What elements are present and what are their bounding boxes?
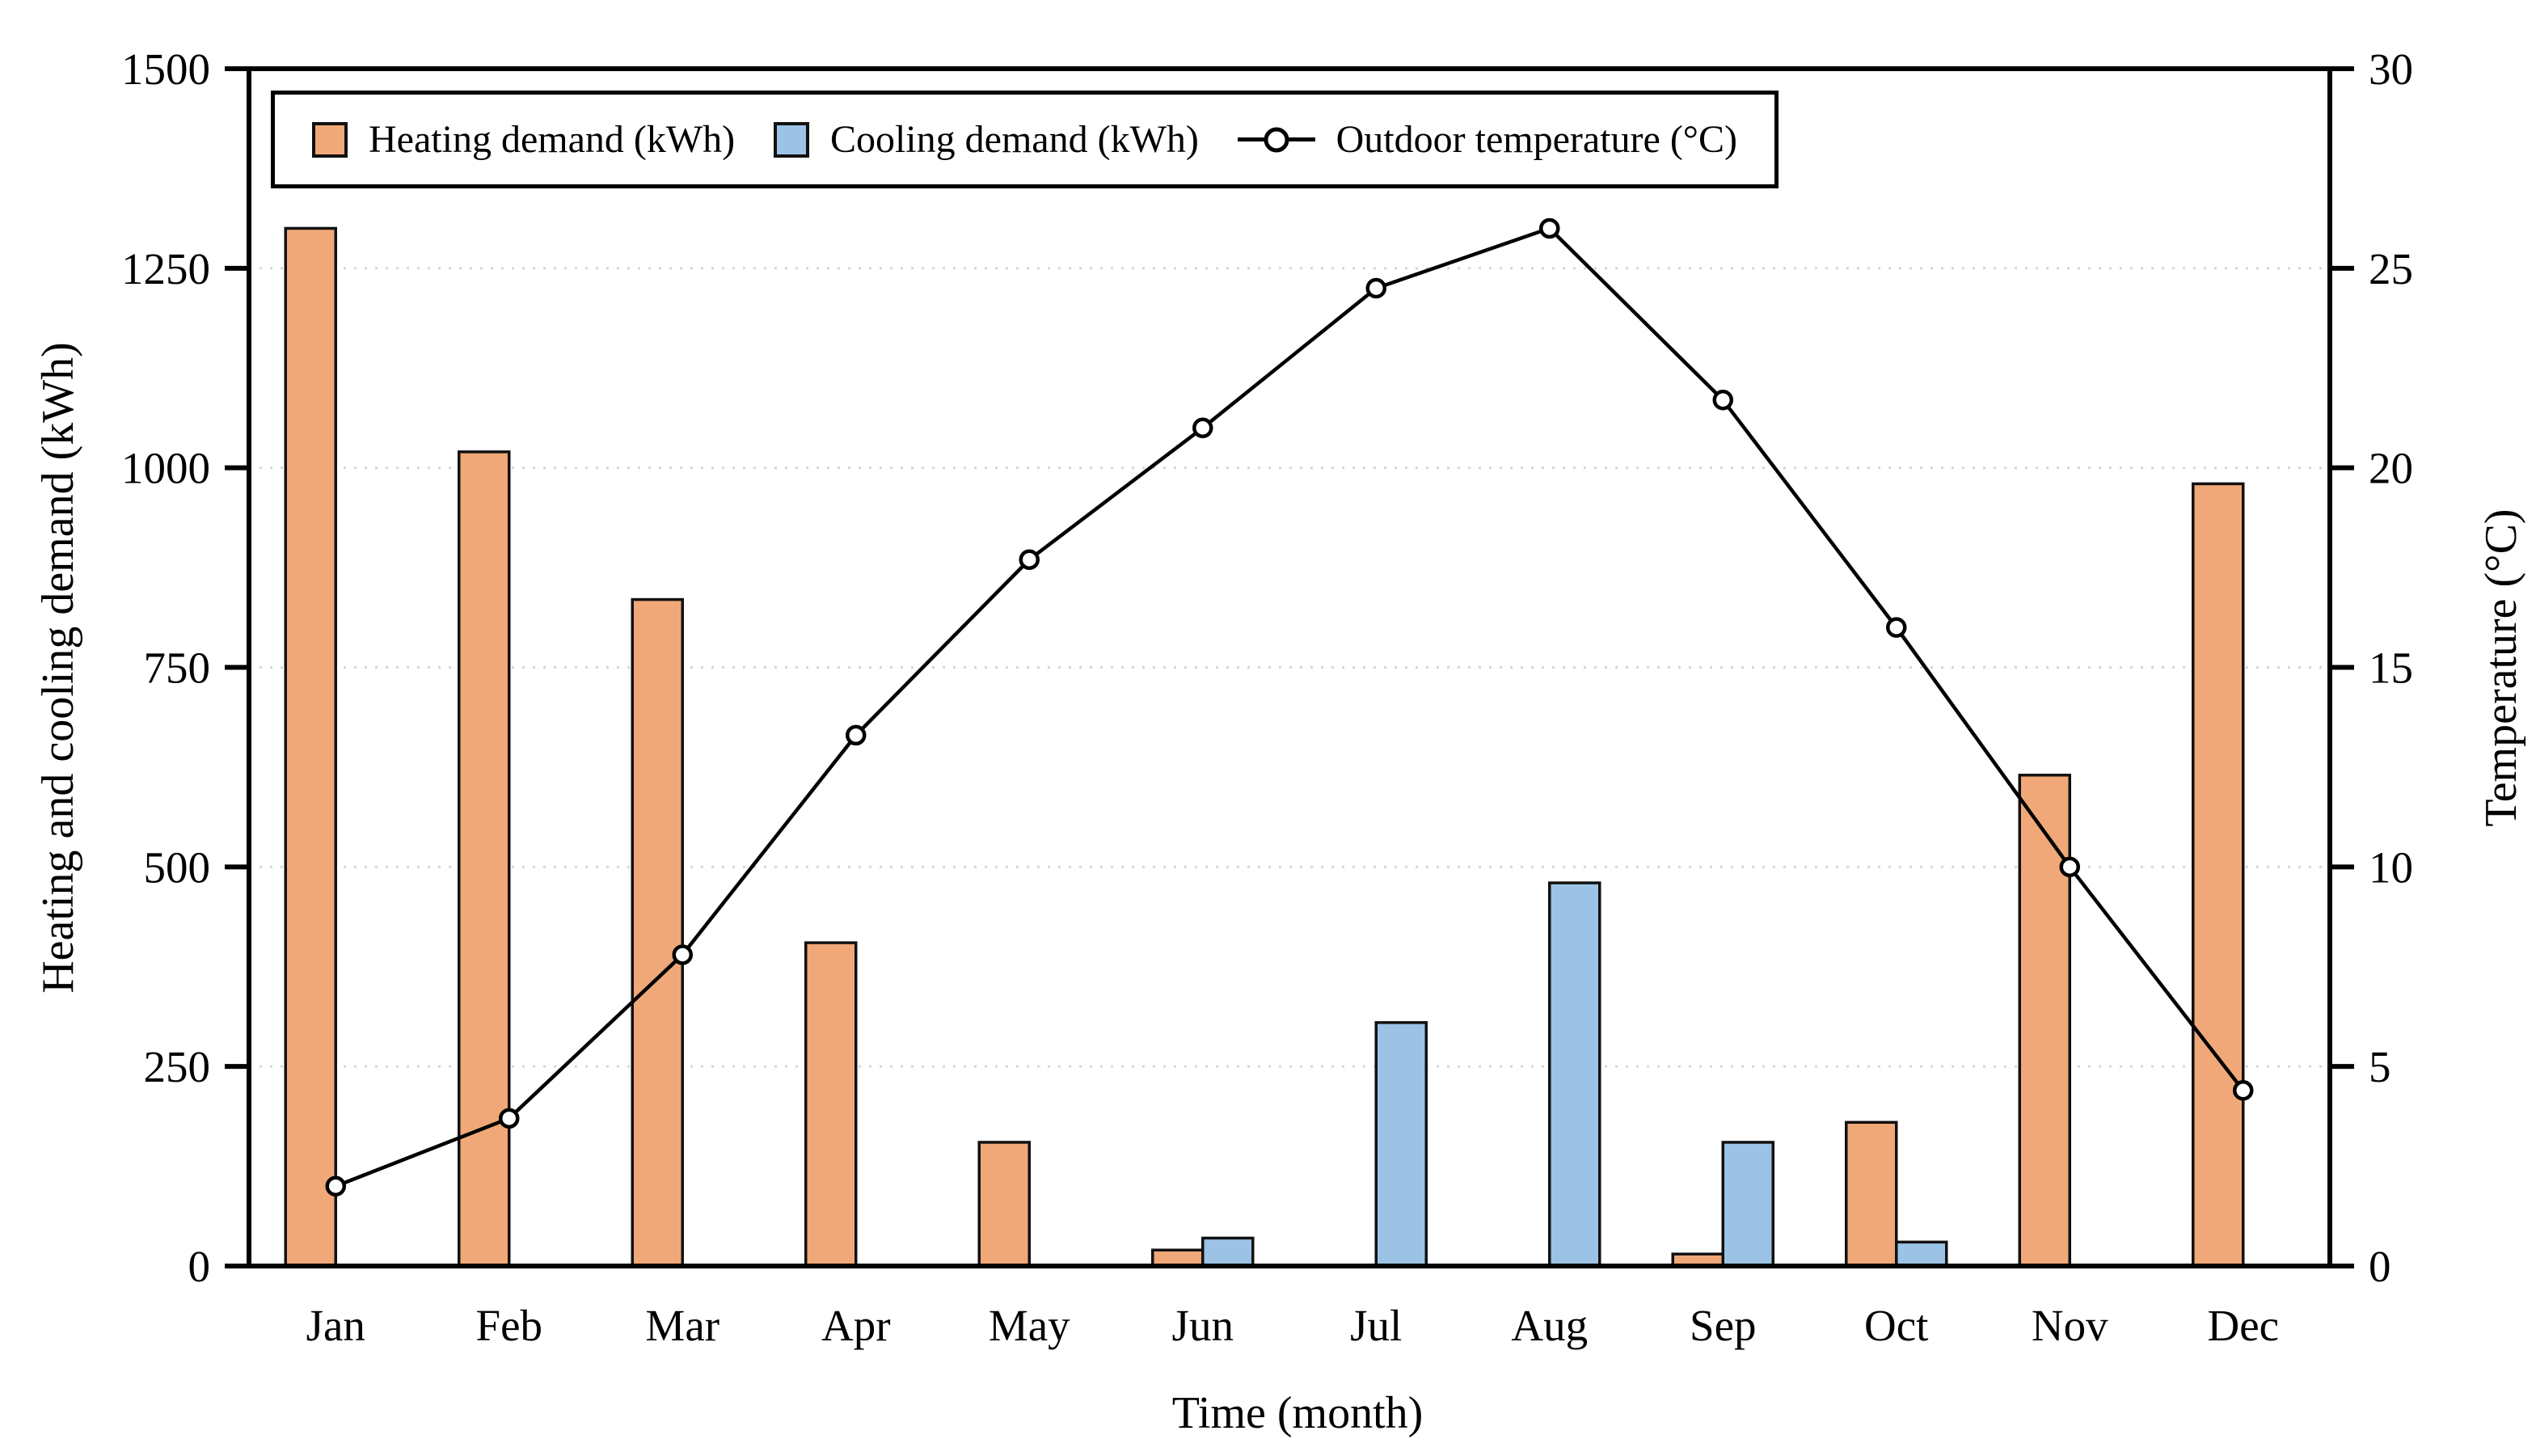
temperature-marker-May (1019, 549, 1040, 570)
legend-label-heating: Heating demand (kWh) (369, 117, 736, 161)
x-tick-label-Aug: Aug (1511, 1301, 1588, 1350)
temperature-line (335, 226, 2245, 1188)
temperature-marker-Nov (2059, 856, 2080, 878)
bar-heating-May (977, 1141, 1031, 1268)
bar-heating-Feb (458, 450, 511, 1268)
legend-item-temperature: Outdoor temperature (°C) (1237, 117, 1737, 161)
temperature-marker-Sep (1712, 389, 1733, 411)
temperature-marker-Feb (499, 1108, 520, 1129)
temperature-marker-Jun (1192, 417, 1213, 439)
bar-heating-Jan (284, 226, 337, 1268)
y-axis-left-tick-label-0: 0 (188, 1242, 211, 1291)
x-tick-label-Nov: Nov (2032, 1301, 2108, 1350)
line-marker-icon (1237, 127, 1315, 152)
bar-heating-Apr (804, 941, 858, 1268)
legend-item-cooling: Cooling demand (kWh) (773, 117, 1199, 161)
y-axis-left-tick-label-1000: 1000 (121, 444, 210, 493)
temperature-marker-Oct (1886, 617, 1907, 638)
temperature-marker-Aug (1539, 217, 1560, 239)
x-tick-label-Jul: Jul (1350, 1301, 1402, 1350)
heating-swatch-icon (312, 121, 348, 158)
x-tick-label-Jan: Jan (306, 1301, 365, 1350)
y-axis-right-tick-label-0: 0 (2369, 1242, 2391, 1291)
bar-cooling-Jun (1201, 1236, 1255, 1268)
y-axis-left-tick-label-500: 500 (144, 842, 211, 892)
bar-cooling-Jul (1374, 1021, 1428, 1268)
legend: Heating demand (kWh) Cooling demand (kWh… (271, 91, 1779, 188)
temperature-marker-Jul (1365, 277, 1386, 299)
temperature-marker-Mar (672, 944, 693, 965)
y-axis-right-tick-label-20: 20 (2369, 444, 2413, 493)
x-tick-label-Dec: Dec (2207, 1301, 2279, 1350)
y-axis-left-tick-label-750: 750 (144, 644, 211, 693)
y-axis-right-tick-label-10: 10 (2369, 842, 2413, 892)
bar-heating-Dec (2192, 482, 2245, 1268)
y-axis-right-tick-label-5: 5 (2369, 1042, 2391, 1091)
temperature-marker-Jan (325, 1175, 346, 1197)
x-tick-label-Apr: Apr (821, 1301, 891, 1350)
x-tick-label-Sep: Sep (1690, 1301, 1757, 1350)
y-axis-title-right: Temperature (°C) (2476, 509, 2526, 827)
x-axis-title: Time (month) (1171, 1388, 1424, 1438)
x-tick-label-Feb: Feb (476, 1301, 543, 1350)
x-tick-label-Mar: Mar (645, 1301, 719, 1350)
legend-label-temperature: Outdoor temperature (°C) (1336, 117, 1737, 161)
bar-heating-Nov (2018, 774, 2071, 1268)
y-axis-right-tick-label-15: 15 (2369, 644, 2413, 693)
x-tick-label-May: May (989, 1301, 1070, 1350)
x-tick-label-Oct: Oct (1864, 1301, 1928, 1350)
legend-item-heating: Heating demand (kWh) (312, 120, 735, 159)
cooling-swatch-icon (773, 121, 809, 158)
temperature-marker-Dec (2233, 1080, 2254, 1101)
legend-label-cooling: Cooling demand (kWh) (829, 117, 1199, 161)
bar-heating-Oct (1845, 1120, 1898, 1268)
y-axis-left-tick-label-1250: 1250 (121, 244, 210, 293)
x-tick-label-Jun: Jun (1172, 1301, 1234, 1350)
bar-cooling-Oct (1895, 1240, 1948, 1268)
y-axis-left-tick-label-250: 250 (144, 1042, 211, 1091)
bar-cooling-Sep (1721, 1141, 1774, 1268)
bar-heating-Mar (631, 597, 684, 1268)
y-axis-right-tick-label-30: 30 (2369, 44, 2413, 94)
y-axis-left-tick-label-1500: 1500 (121, 44, 210, 94)
bar-cooling-Aug (1548, 881, 1601, 1268)
y-axis-right-tick-label-25: 25 (2369, 244, 2413, 293)
open-circle-icon (1264, 127, 1289, 152)
y-axis-title-left: Heating and cooling demand (kWh) (33, 342, 83, 994)
temperature-marker-Apr (846, 724, 867, 746)
